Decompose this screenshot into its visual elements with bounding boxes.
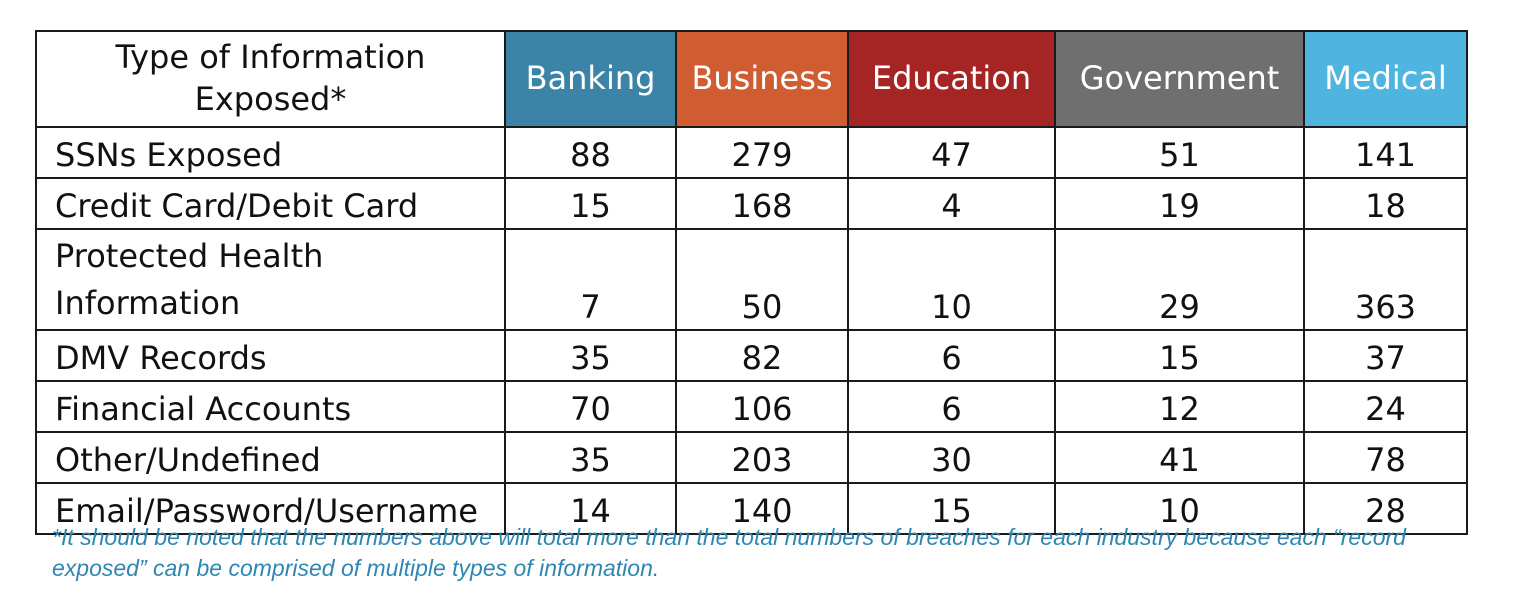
table-row: DMV Records 35 82 6 15 37 — [35, 329, 1468, 382]
table-row: Financial Accounts 70 106 6 12 24 — [35, 380, 1468, 433]
table-cell: 141 — [1303, 126, 1468, 179]
table-cell: 35 — [504, 431, 677, 484]
table-cell: 14 — [504, 482, 677, 535]
table-cell: 50 — [675, 228, 849, 331]
column-header-business: Business — [675, 30, 849, 128]
header-row: Type of Information Exposed* Banking Bus… — [35, 30, 1468, 128]
table-cell: 24 — [1303, 380, 1468, 433]
table-cell: 78 — [1303, 431, 1468, 484]
row-label-text: Protected Health Information — [55, 237, 324, 322]
table-cell: 7 — [504, 228, 677, 331]
table-cell: 15 — [504, 177, 677, 230]
column-header-medical: Medical — [1303, 30, 1468, 128]
table-cell: 82 — [675, 329, 849, 382]
table-cell: 37 — [1303, 329, 1468, 382]
table-cell: 12 — [1054, 380, 1305, 433]
table-row: Email/Password/Username 14 140 15 10 28 — [35, 482, 1468, 535]
table-row: Other/Undefined 35 203 30 41 78 — [35, 431, 1468, 484]
column-header-government: Government — [1054, 30, 1305, 128]
table-cell: 10 — [1054, 482, 1305, 535]
table-cell: 363 — [1303, 228, 1468, 331]
table-cell: 203 — [675, 431, 849, 484]
row-label: Credit Card/Debit Card — [35, 177, 506, 230]
table-cell: 15 — [847, 482, 1056, 535]
row-label: DMV Records — [35, 329, 506, 382]
column-header-education: Education — [847, 30, 1056, 128]
table-cell: 4 — [847, 177, 1056, 230]
table-cell: 168 — [675, 177, 849, 230]
table-cell: 51 — [1054, 126, 1305, 179]
footnote: *It should be noted that the numbers abo… — [52, 524, 1406, 581]
table-cell: 10 — [847, 228, 1056, 331]
table-cell: 19 — [1054, 177, 1305, 230]
table-cell: 28 — [1303, 482, 1468, 535]
table-cell: 47 — [847, 126, 1056, 179]
row-label: Other/Undefined — [35, 431, 506, 484]
table-cell: 88 — [504, 126, 677, 179]
table-cell: 30 — [847, 431, 1056, 484]
column-header-banking: Banking — [504, 30, 677, 128]
row-label: Protected Health Information — [35, 228, 506, 331]
table-cell: 106 — [675, 380, 849, 433]
table-cell: 6 — [847, 329, 1056, 382]
row-label: Financial Accounts — [35, 380, 506, 433]
row-label: Email/Password/Username — [35, 482, 506, 535]
table-cell: 18 — [1303, 177, 1468, 230]
table-cell: 6 — [847, 380, 1056, 433]
table-cell: 29 — [1054, 228, 1305, 331]
table-row: Credit Card/Debit Card 15 168 4 19 18 — [35, 177, 1468, 230]
table-cell: 15 — [1054, 329, 1305, 382]
table-cell: 41 — [1054, 431, 1305, 484]
row-label: SSNs Exposed — [35, 126, 506, 179]
table-cell: 140 — [675, 482, 849, 535]
breach-data-table: Type of Information Exposed* Banking Bus… — [35, 30, 1468, 535]
table-row: SSNs Exposed 88 279 47 51 141 — [35, 126, 1468, 179]
table-cell: 70 — [504, 380, 677, 433]
table-cell: 35 — [504, 329, 677, 382]
type-of-information-header: Type of Information Exposed* — [35, 30, 506, 128]
table-row: Protected Health Information 7 50 10 29 … — [35, 228, 1468, 331]
table-cell: 279 — [675, 126, 849, 179]
